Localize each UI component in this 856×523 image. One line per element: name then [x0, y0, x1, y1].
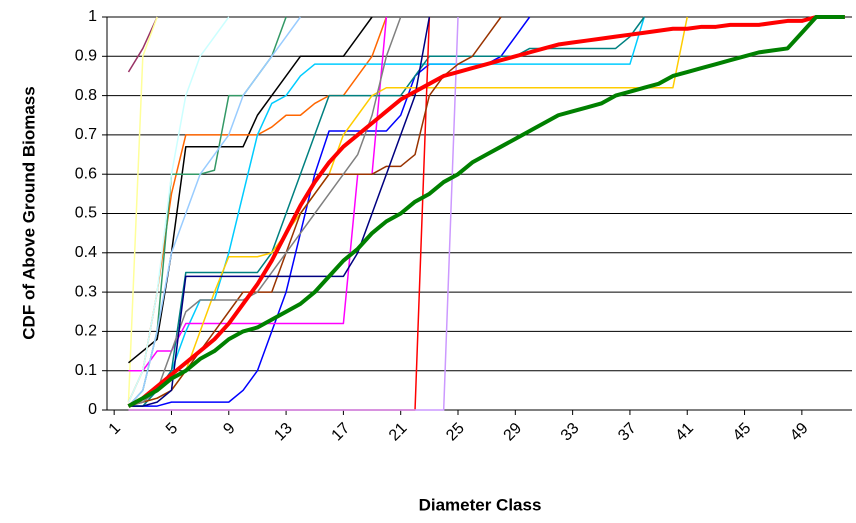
- series-line: [128, 16, 645, 407]
- x-tick-label: 17: [329, 420, 354, 445]
- series-line: [128, 16, 459, 411]
- y-tick-label: 1: [88, 8, 97, 25]
- y-tick-label: 0.5: [75, 205, 97, 222]
- series-line: [128, 16, 388, 372]
- series-line: [128, 16, 373, 364]
- x-tick-label: 13: [271, 420, 296, 445]
- series-line: [128, 16, 688, 407]
- x-tick-label: 21: [386, 420, 411, 445]
- x-tick-label: 37: [615, 420, 640, 445]
- y-tick-label: 0.3: [75, 283, 97, 300]
- series-line: [128, 16, 531, 407]
- x-tick-label: 49: [787, 420, 812, 445]
- series-line: [127, 16, 158, 73]
- series-line: [128, 16, 431, 407]
- y-tick-label: 0.1: [75, 362, 97, 379]
- y-tick-label: 0.2: [75, 323, 97, 340]
- x-tick-label: 41: [672, 420, 697, 445]
- y-tick-label: 0.9: [75, 48, 97, 65]
- x-axis-title: Diameter Class: [419, 495, 542, 514]
- x-tick-label: 25: [443, 420, 468, 445]
- y-tick-label: 0.7: [75, 126, 97, 143]
- series-line: [128, 16, 402, 407]
- x-tick-label: 29: [501, 420, 526, 445]
- series-line: [127, 16, 230, 403]
- series-line: [127, 16, 302, 407]
- x-tick-label: 45: [730, 420, 755, 445]
- y-tick-label: 0: [88, 401, 97, 418]
- x-tick-label: 5: [163, 420, 181, 438]
- series-line: [127, 15, 845, 408]
- series-line: [127, 15, 845, 408]
- x-tick-label: 9: [220, 420, 238, 438]
- x-tick-label: 1: [106, 420, 124, 438]
- y-axis-title: CDF of Above Ground Biomass: [19, 86, 38, 339]
- y-tick-label: 0.6: [75, 165, 97, 182]
- y-tick-label: 0.8: [75, 87, 97, 104]
- series-line: [128, 16, 502, 407]
- y-tick-label: 0.4: [75, 244, 97, 261]
- series-line: [127, 16, 158, 403]
- x-tick-label: 33: [558, 420, 583, 445]
